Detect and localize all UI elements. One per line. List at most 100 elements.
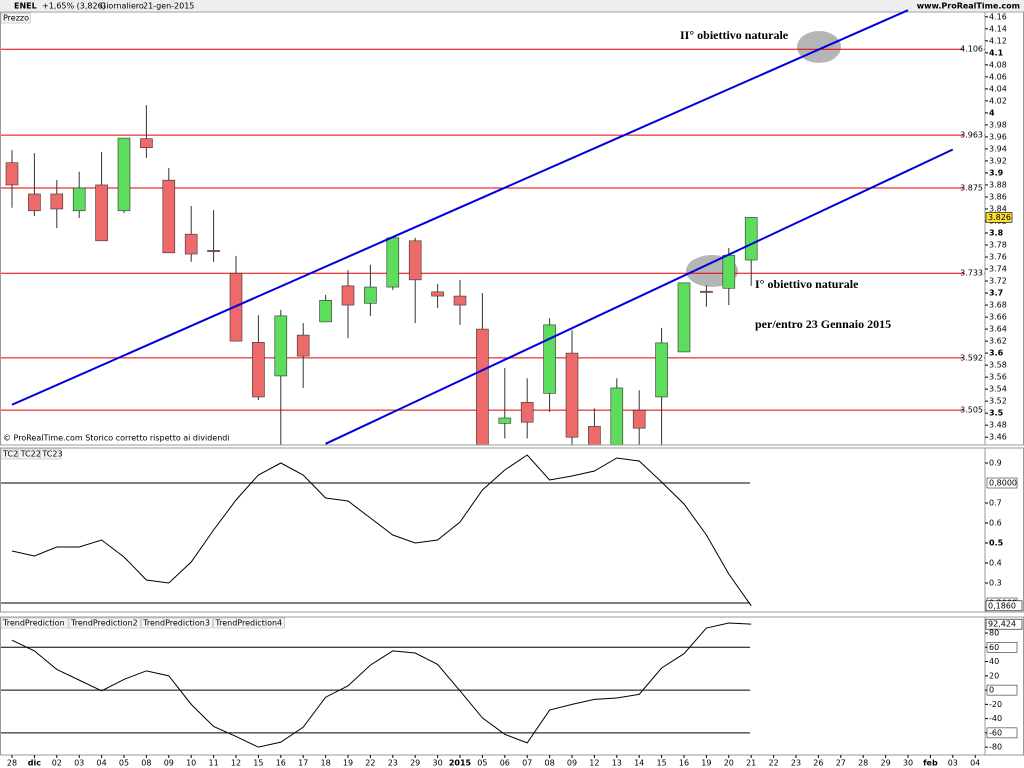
y-tick-label: 3.46 <box>989 433 1007 442</box>
panel-label: TrendPrediction4 <box>214 619 282 628</box>
x-tick-label: 26 <box>813 759 823 768</box>
y-tick-label: 4.14 <box>989 24 1007 33</box>
y-tick-label: 4.04 <box>989 84 1007 93</box>
x-tick-label: 16 <box>679 759 689 768</box>
panel-label-box <box>0 617 69 629</box>
level-label: 0,8000 <box>989 479 1017 488</box>
candle-body <box>565 352 579 438</box>
level-label-bg <box>964 130 984 140</box>
panel-label: Prezzo <box>3 14 29 23</box>
y-tick-label: 3.68 <box>989 301 1007 310</box>
level-label-bg <box>964 405 984 415</box>
candle-body <box>700 290 713 293</box>
panel-label: TC22 <box>20 450 41 459</box>
x-tick-label: 17 <box>298 759 308 768</box>
x-tick-label: 27 <box>836 759 846 768</box>
x-tick-label: 07 <box>522 759 532 768</box>
candle-body <box>28 193 41 212</box>
x-tick-label: 22 <box>769 759 779 768</box>
level-label: 4.106 <box>960 45 983 54</box>
y-tick-label: 3.54 <box>989 385 1007 394</box>
x-tick-label: 03 <box>74 759 84 768</box>
level-label-bg <box>986 642 1018 653</box>
y-tick-label: 3.98 <box>989 120 1007 129</box>
x-tick-label: 29 <box>881 759 891 768</box>
level-label: 3.963 <box>960 131 983 140</box>
annotation: II° obiettivo naturale <box>680 28 789 42</box>
x-tick-label: 04 <box>97 759 107 768</box>
y-tick-label: 3.9 <box>989 168 1004 177</box>
level-label: -60 <box>989 728 1002 737</box>
level-label-bg <box>964 268 984 278</box>
y-tick-label: 3.5 <box>989 409 1004 418</box>
candle-body <box>722 254 736 289</box>
candle-body <box>95 184 108 242</box>
y-tick-label: 3.66 <box>989 313 1007 322</box>
x-tick-label: 15 <box>657 759 667 768</box>
target-ellipse <box>797 31 841 63</box>
x-tick-label: 10 <box>186 759 196 768</box>
candle-body <box>5 162 19 186</box>
panel-label-box <box>213 617 285 629</box>
y-tick-label: 3.76 <box>989 253 1007 262</box>
y-tick-label: 3.72 <box>989 277 1007 286</box>
y-tick-label: 3.52 <box>989 397 1007 406</box>
candle-body <box>117 137 131 212</box>
y-tick-label: 3.92 <box>989 156 1007 165</box>
y-tick-label: 4 <box>989 108 995 117</box>
candle-body <box>677 282 691 353</box>
x-tick-label: 22 <box>365 759 375 768</box>
y-tick-label: 0.4 <box>989 559 1002 568</box>
x-tick-label: 05 <box>477 759 487 768</box>
panel-label: TrendPrediction3 <box>142 619 210 628</box>
candle-body <box>364 286 377 304</box>
x-tick-label: 29 <box>410 759 420 768</box>
y-tick-label: 4.1 <box>989 48 1004 57</box>
x-tick-label: 19 <box>701 759 711 768</box>
x-tick-label: 12 <box>231 759 241 768</box>
last-value-label: 3.826 <box>988 213 1011 222</box>
y-tick-label: 0.9 <box>989 459 1002 468</box>
candle-body <box>498 417 512 424</box>
x-tick-label: 28 <box>7 759 17 768</box>
panel-label-box <box>18 448 40 460</box>
y-tick-label: 3.8 <box>989 229 1004 238</box>
x-tick-label: 14 <box>634 759 644 768</box>
level-label: 3.592 <box>960 353 983 362</box>
y-tick-label: 3.94 <box>989 144 1007 153</box>
trendline <box>11 9 909 406</box>
change: +1,65% (3,826) <box>42 2 106 11</box>
candle-body <box>252 342 265 398</box>
x-tick-label: 08 <box>545 759 555 768</box>
x-tick-label: 06 <box>500 759 510 768</box>
panel-label: TrendPrediction2 <box>70 619 138 628</box>
level-label: 0 <box>989 686 994 695</box>
x-tick-label: 28 <box>858 759 868 768</box>
panel-label-box <box>0 12 31 24</box>
candle-body <box>341 285 355 306</box>
candle-body <box>50 193 64 210</box>
panel-label: TC23 <box>41 450 62 459</box>
x-tick-label: 09 <box>164 759 174 768</box>
x-tick-label: feb <box>923 759 938 768</box>
indicator-line <box>11 454 752 607</box>
last-value-label: 92,424 <box>988 620 1016 629</box>
candle-body <box>184 233 198 255</box>
last-value-label: 0,1860 <box>988 601 1016 610</box>
level-label-bg <box>986 684 1018 696</box>
x-tick-label: 2015 <box>449 759 472 768</box>
y-tick-label: 3.88 <box>989 180 1007 189</box>
level-label-bg <box>964 44 984 54</box>
panel <box>0 48 985 445</box>
level-label: 3.505 <box>960 406 983 415</box>
panel-label-box <box>40 448 62 460</box>
date: 21-gen-2015 <box>143 2 194 11</box>
level-label-bg <box>986 727 1018 739</box>
y-tick-label: -80 <box>989 743 1002 752</box>
level-label: 3.733 <box>960 269 983 278</box>
x-tick-label: 20 <box>724 759 734 768</box>
candle-body <box>744 217 758 261</box>
y-tick-label: 3.86 <box>989 192 1007 201</box>
candle-body <box>610 387 624 445</box>
